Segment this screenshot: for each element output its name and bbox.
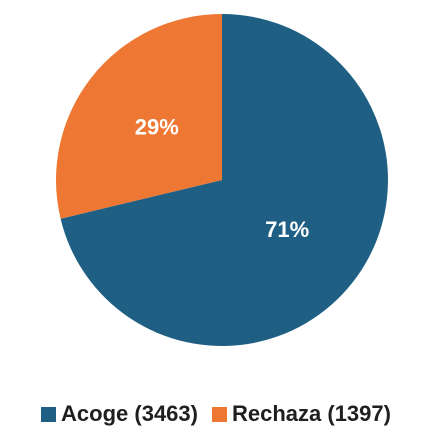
legend-item-acoge: Acoge (3463) xyxy=(41,401,198,427)
slice-label-rechaza: 29% xyxy=(135,114,179,139)
slice-label-acoge: 71% xyxy=(265,217,309,242)
pie-slice-rechaza xyxy=(55,14,222,219)
pie-slice-labels: 71% 29% xyxy=(135,114,309,242)
legend-label-acoge: Acoge (3463) xyxy=(61,401,198,426)
pie-slices xyxy=(55,14,389,346)
legend-swatch-rechaza xyxy=(211,406,227,422)
legend: Acoge (3463) Rechaza (1397) xyxy=(0,398,432,430)
legend-item-rechaza: Rechaza (1397) xyxy=(211,401,391,427)
pie-slice-acoge xyxy=(60,14,389,346)
legend-label-rechaza: Rechaza (1397) xyxy=(231,401,391,426)
legend-swatch-acoge xyxy=(41,406,57,422)
